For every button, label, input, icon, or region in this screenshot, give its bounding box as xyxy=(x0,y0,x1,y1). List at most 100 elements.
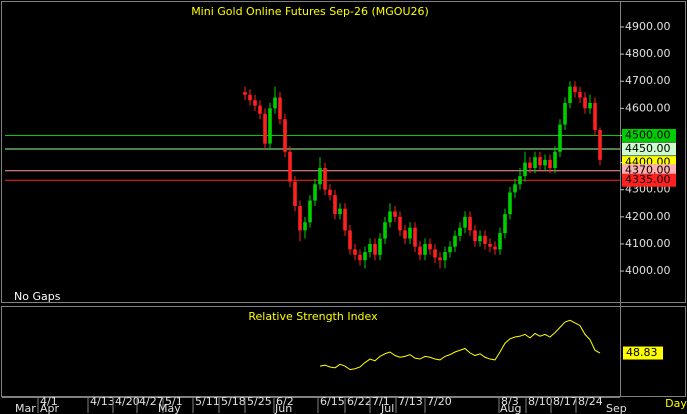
candle-body xyxy=(268,108,272,144)
candle-body xyxy=(293,181,297,206)
candle-body xyxy=(453,235,457,247)
candle-body xyxy=(348,230,352,250)
candle-body xyxy=(328,189,332,196)
candle-body xyxy=(428,243,432,250)
candle-body xyxy=(263,113,267,144)
candle-body xyxy=(423,243,427,255)
level-label-box xyxy=(622,128,676,142)
candle-body xyxy=(448,246,452,253)
candle-body xyxy=(288,151,292,182)
candle-body xyxy=(508,192,512,215)
candle-body xyxy=(473,230,477,242)
candle-body xyxy=(548,159,552,169)
candle-body xyxy=(503,214,507,234)
candle-body xyxy=(383,222,387,239)
candle-body xyxy=(513,184,517,193)
x-axis-label: Day xyxy=(665,397,687,410)
candle-body xyxy=(323,168,327,190)
x-tick-label: 8/3 xyxy=(501,395,519,408)
level-label: 4335.00 xyxy=(625,173,671,186)
candle-body xyxy=(388,211,392,223)
month-label: Sep xyxy=(606,402,627,414)
candle-body xyxy=(303,222,307,231)
candle-body xyxy=(298,205,302,231)
candle-body xyxy=(598,130,602,160)
x-tick-label: 4/13 xyxy=(90,395,115,408)
candle-body xyxy=(573,86,577,93)
month-label: Aug xyxy=(500,402,521,414)
x-tick-label: 4/1 xyxy=(40,395,58,408)
y-tick-label: 4600.00 xyxy=(625,101,671,114)
month-label: Apr xyxy=(40,402,60,414)
candle-body xyxy=(373,243,377,255)
price-panel-frame xyxy=(1,1,686,303)
month-label: Jul xyxy=(380,402,394,414)
chart-title: Mini Gold Online Futures Sep-26 (MGOU26) xyxy=(191,5,429,18)
candle-body xyxy=(363,252,367,261)
x-tick-label: 8/24 xyxy=(578,395,603,408)
last-value-box xyxy=(623,346,663,360)
candle-body xyxy=(258,105,262,114)
month-label: Jun xyxy=(274,402,292,414)
candle-body xyxy=(368,243,372,253)
y-tick-label: 4700.00 xyxy=(625,74,671,87)
candle-body xyxy=(528,162,532,169)
candle-body xyxy=(483,235,487,244)
candle-body xyxy=(488,243,492,247)
y-tick-label: 4200.00 xyxy=(625,210,671,223)
x-tick-label: 8/10 xyxy=(528,395,553,408)
candle-body xyxy=(523,162,527,177)
candle-body xyxy=(318,168,322,185)
x-tick-label: 6/2 xyxy=(276,395,294,408)
candle-body xyxy=(333,195,337,215)
rsi-line xyxy=(319,319,601,371)
rsi-panel-frame xyxy=(1,306,686,397)
x-tick-label: 5/25 xyxy=(247,395,272,408)
candle-body xyxy=(398,216,402,231)
candle-body xyxy=(468,216,472,231)
x-tick-label: 6/15 xyxy=(320,395,345,408)
level-label: 4450.00 xyxy=(625,142,671,155)
candle-body xyxy=(558,124,562,152)
level-label-box xyxy=(622,173,676,187)
x-tick-label: 7/1 xyxy=(372,395,390,408)
candle-body xyxy=(393,211,397,217)
candle-body xyxy=(458,227,462,236)
last-value-label: 48.83 xyxy=(626,346,658,359)
month-label: Mar xyxy=(15,402,36,414)
x-tick-label: 5/18 xyxy=(221,395,246,408)
candle-body xyxy=(443,252,447,261)
candle-body xyxy=(253,100,257,106)
candle-body xyxy=(278,97,282,120)
candle-body xyxy=(283,119,287,152)
rsi-title: Relative Strength Index xyxy=(248,310,378,323)
candle-body xyxy=(568,86,572,103)
candle-body xyxy=(593,102,597,131)
candle-body xyxy=(243,92,247,95)
candle-body xyxy=(498,233,502,250)
candle-body xyxy=(413,227,417,247)
candle-body xyxy=(583,97,587,109)
candle-body xyxy=(338,208,342,215)
candle-body xyxy=(418,246,422,255)
candle-body xyxy=(588,102,592,109)
month-label: May xyxy=(158,402,181,414)
y-tick-label: 4800.00 xyxy=(625,47,671,60)
annotation: No Gaps xyxy=(14,290,61,303)
candle-body xyxy=(273,97,277,109)
candle-body xyxy=(493,246,497,250)
y-tick-label: 4100.00 xyxy=(625,237,671,250)
candle-body xyxy=(358,254,362,261)
candle-body xyxy=(403,230,407,239)
candle-body xyxy=(578,92,582,98)
candle-body xyxy=(308,200,312,223)
candle-body xyxy=(408,227,412,239)
x-tick-label: 5/11 xyxy=(195,395,220,408)
candle-body xyxy=(313,184,317,201)
x-tick-label: 5/1 xyxy=(165,395,183,408)
candle-body xyxy=(463,216,467,228)
level-label: 4500.00 xyxy=(625,128,671,141)
candle-body xyxy=(518,176,522,185)
candle-body xyxy=(563,102,567,125)
